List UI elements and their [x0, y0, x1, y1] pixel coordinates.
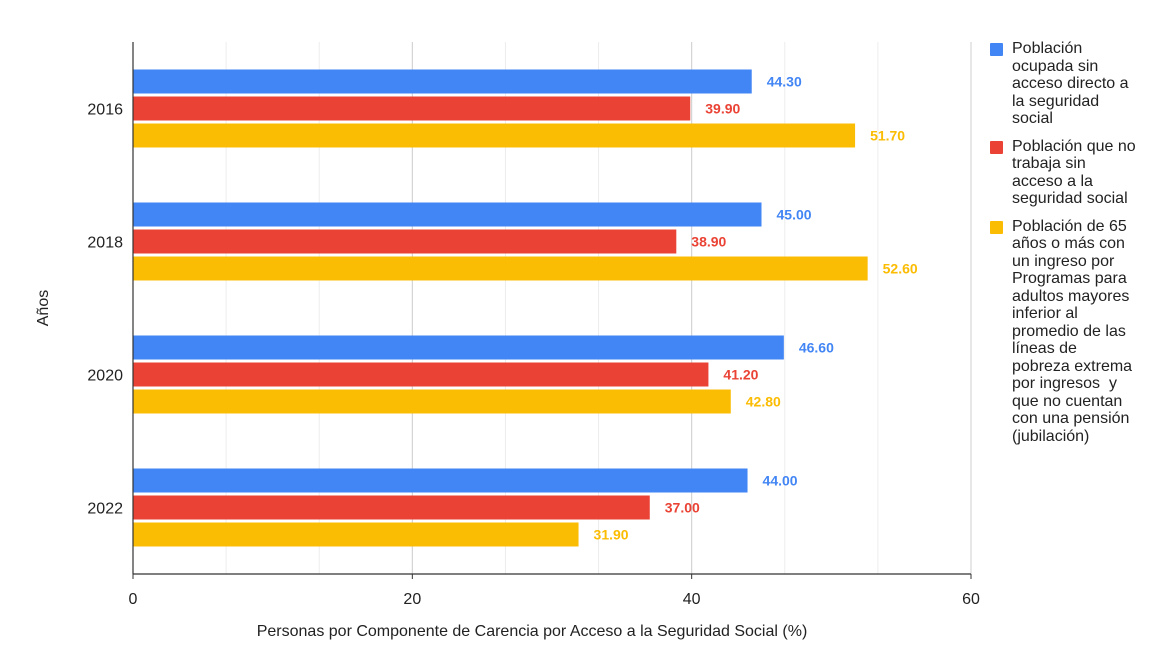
- bar: [133, 69, 752, 94]
- data-label: 42.80: [746, 394, 781, 410]
- legend-item-no-trabaja: Población que no trabaja sin acceso a la…: [990, 138, 1168, 208]
- x-axis-title: Personas por Componente de Carencia por …: [257, 623, 808, 640]
- legend-label-no-trabaja: Población que no trabaja sin acceso a la…: [1012, 137, 1136, 208]
- bar: [133, 256, 868, 281]
- y-axis-title: Años: [35, 290, 52, 326]
- data-label: 41.20: [723, 367, 758, 383]
- bar: [133, 362, 709, 387]
- x-tick-label: 40: [683, 591, 701, 608]
- legend-swatch-blue: [990, 43, 1003, 56]
- bar: [133, 123, 856, 148]
- x-tick-label: 60: [962, 591, 980, 608]
- bar: [133, 96, 691, 121]
- bar: [133, 389, 731, 414]
- bar: [133, 522, 579, 547]
- x-tick-label: 20: [403, 591, 421, 608]
- legend-swatch-red: [990, 140, 1003, 154]
- data-label: 37.00: [665, 500, 700, 516]
- legend-label-ocupada: Población ocupada sin acceso directo a l…: [1012, 40, 1129, 127]
- data-label: 45.00: [777, 207, 812, 223]
- legend: Población ocupada sin acceso directo a l…: [990, 40, 1168, 455]
- y-tick-label: 2020: [87, 368, 123, 385]
- data-label: 51.70: [870, 128, 905, 144]
- bar: [133, 495, 650, 520]
- y-tick-label: 2016: [87, 102, 123, 119]
- data-label: 44.00: [763, 473, 798, 489]
- x-tick-label: 0: [129, 591, 138, 608]
- bar: [133, 335, 784, 360]
- data-label: 38.90: [691, 234, 726, 250]
- data-label: 31.90: [594, 527, 629, 543]
- data-label: 39.90: [705, 101, 740, 117]
- legend-item-65-anos: Población de 65 años o más con un ingres…: [990, 218, 1168, 446]
- bar: [133, 468, 748, 493]
- legend-item-ocupada: Población ocupada sin acceso directo a l…: [990, 40, 1168, 128]
- data-label: 52.60: [883, 261, 918, 277]
- bar: [133, 202, 762, 227]
- y-tick-label: 2018: [87, 235, 123, 252]
- data-label: 46.60: [799, 340, 834, 356]
- legend-label-65-anos: Población de 65 años o más con un ingres…: [1012, 217, 1133, 445]
- legend-swatch-yellow: [990, 220, 1003, 234]
- y-tick-label: 2022: [87, 501, 123, 518]
- bar: [133, 229, 677, 254]
- data-label: 44.30: [767, 74, 802, 90]
